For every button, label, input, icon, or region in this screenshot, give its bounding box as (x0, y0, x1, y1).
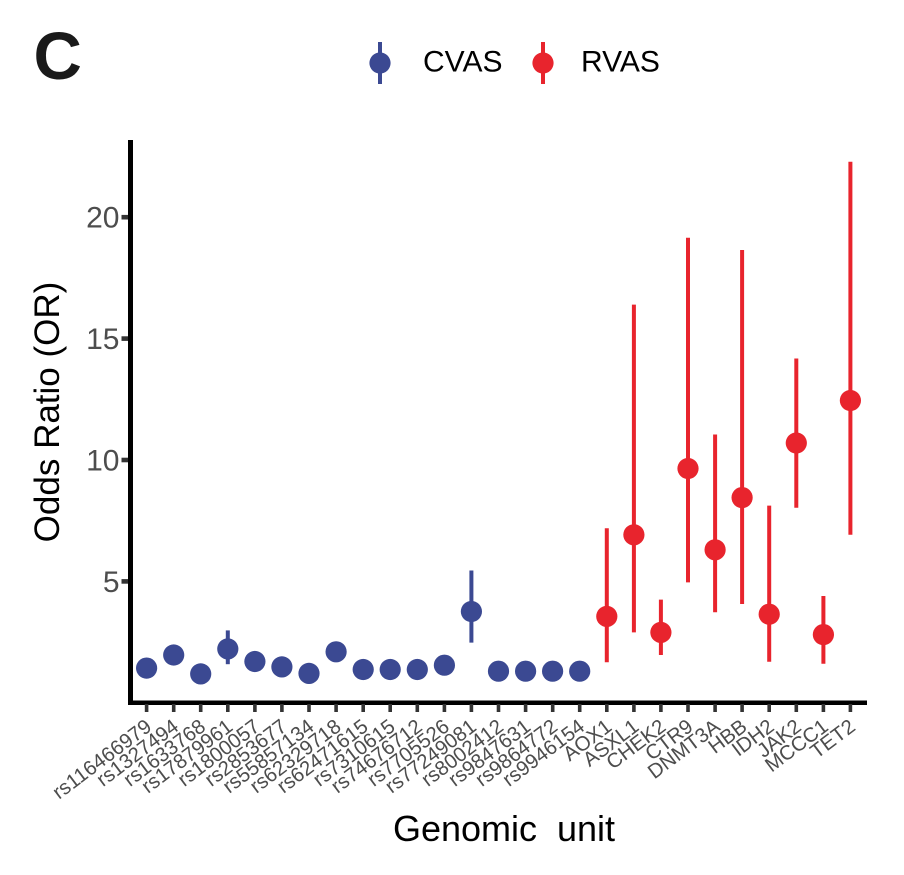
svg-text:RVAS: RVAS (581, 46, 660, 79)
svg-text:C: C (34, 19, 82, 94)
svg-text:10: 10 (86, 445, 119, 478)
svg-text:Odds Ratio (OR): Odds Ratio (OR) (28, 282, 67, 543)
svg-text:5: 5 (103, 566, 120, 599)
svg-text:Genomic unit: Genomic unit (393, 808, 615, 849)
svg-text:20: 20 (86, 202, 119, 235)
svg-text:15: 15 (86, 323, 119, 356)
svg-text:CVAS: CVAS (423, 46, 502, 79)
